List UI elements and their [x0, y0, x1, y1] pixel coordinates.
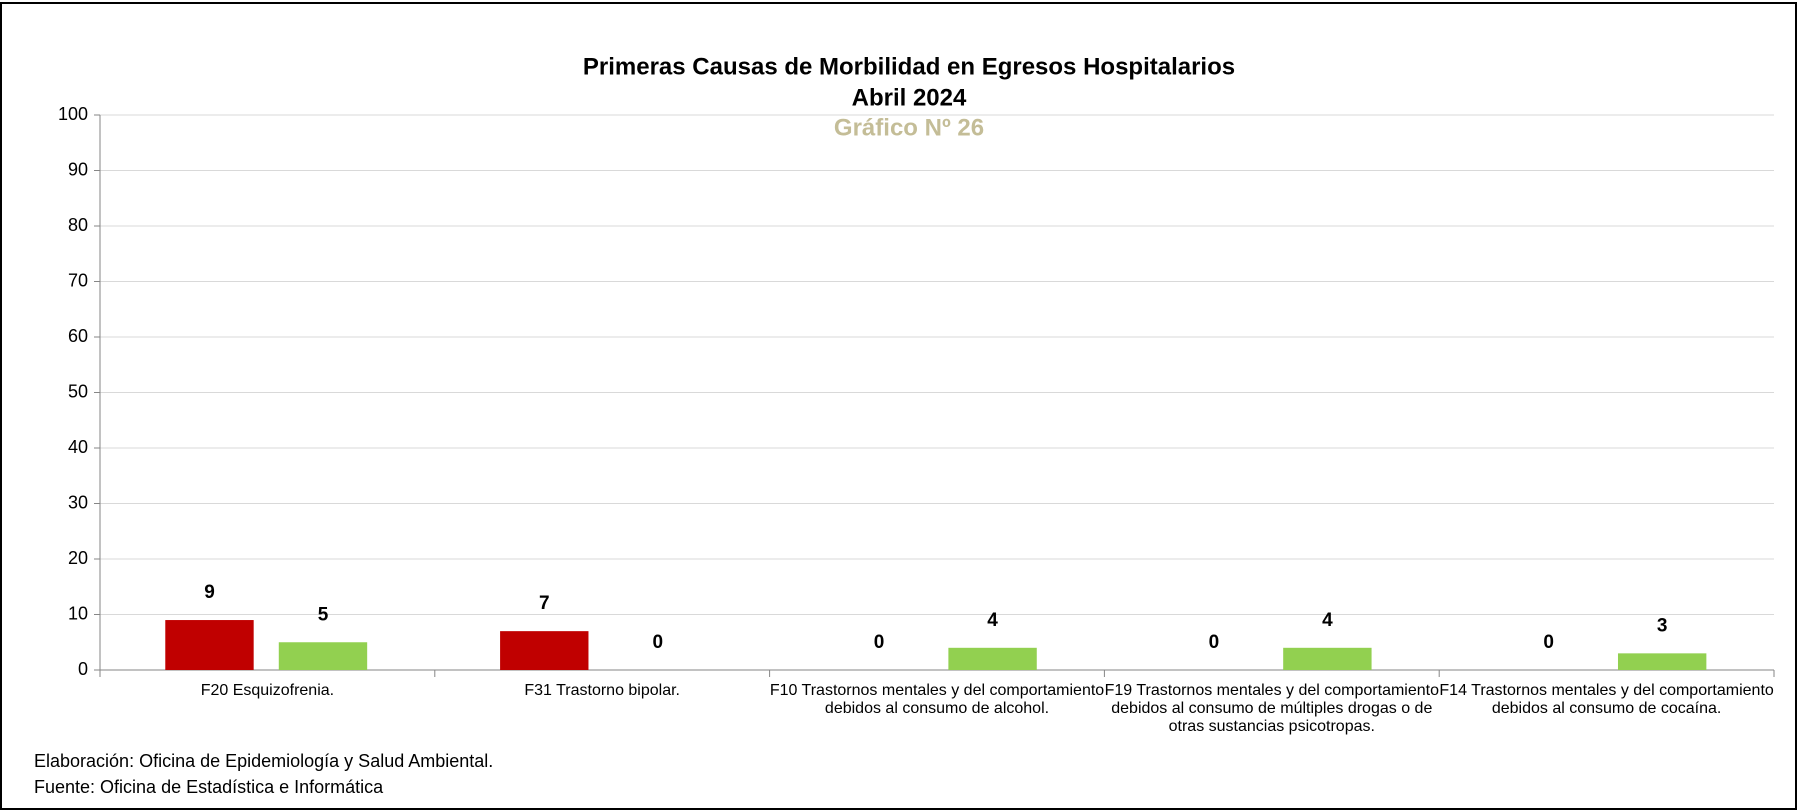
- value-label: 7: [539, 593, 550, 614]
- value-label: 4: [1322, 610, 1333, 631]
- value-label: 0: [1543, 632, 1554, 653]
- value-label: 3: [1657, 615, 1668, 636]
- chart-subtitle: Abril 2024: [852, 84, 967, 111]
- value-label: 0: [874, 632, 885, 653]
- x-tick-label: F10 Trastornos mentales y del comportami…: [769, 682, 1105, 717]
- x-tick-label: F20 Esquizofrenia.: [200, 682, 335, 699]
- bar: [500, 631, 589, 670]
- value-label: 0: [652, 632, 663, 653]
- y-tick-label: 70: [68, 270, 88, 290]
- bar: [165, 620, 254, 670]
- y-tick-label: 90: [68, 159, 88, 179]
- y-tick-label: 20: [68, 548, 88, 568]
- y-tick-label: 50: [68, 381, 88, 401]
- bar: [1283, 647, 1372, 670]
- chart-number: Gráfico Nº 26: [834, 114, 984, 141]
- x-tick-label: F19 Trastornos mentales y del comportami…: [1104, 682, 1439, 735]
- value-label: 5: [318, 604, 329, 625]
- y-tick-label: 10: [68, 603, 88, 623]
- bar: [278, 642, 368, 670]
- x-tick-label: F14 Trastornos mentales y del comportami…: [1439, 682, 1774, 717]
- y-tick-label: 100: [58, 104, 88, 124]
- note: Elaboración: Oficina de Epidemiología y …: [34, 751, 493, 771]
- value-label: 4: [987, 610, 998, 631]
- y-tick-label: 80: [68, 215, 88, 235]
- x-tick-label: F31 Trastorno bipolar.: [524, 682, 680, 699]
- y-tick-label: 0: [78, 659, 88, 679]
- y-tick-label: 30: [68, 492, 88, 512]
- value-label: 9: [204, 582, 215, 603]
- y-tick-label: 40: [68, 437, 88, 457]
- value-label: 0: [1209, 632, 1220, 653]
- bar: [948, 647, 1037, 670]
- note: Fuente: Oficina de Estadística e Informá…: [34, 777, 384, 797]
- chart-title: Primeras Causas de Morbilidad en Egresos…: [583, 53, 1235, 80]
- y-tick-label: 60: [68, 326, 88, 346]
- bar: [1617, 653, 1707, 670]
